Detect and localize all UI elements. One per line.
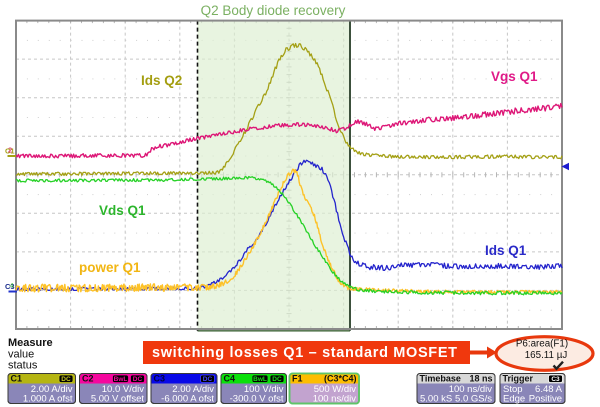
svg-text:value: value: [8, 349, 34, 361]
svg-text:2: 2: [8, 146, 12, 155]
svg-text:Vgs Q1: Vgs Q1: [491, 69, 538, 84]
svg-text:Vds Q1: Vds Q1: [99, 203, 146, 218]
svg-text:Q2 Body diode recovery: Q2 Body diode recovery: [201, 3, 346, 18]
svg-text:BwL: BwL: [114, 376, 128, 383]
svg-text:1.000 A ofst: 1.000 A ofst: [23, 394, 73, 405]
svg-text:Ids Q1: Ids Q1: [485, 243, 527, 258]
svg-text:C4: C4: [224, 374, 236, 384]
svg-text:Measure: Measure: [8, 337, 53, 349]
svg-text:Trigger: Trigger: [503, 374, 534, 384]
svg-text:5.00 V offset: 5.00 V offset: [91, 394, 145, 405]
svg-text:DC: DC: [203, 376, 213, 383]
svg-text:100 V/div: 100 V/div: [244, 384, 284, 395]
svg-text:4: 4: [10, 281, 15, 290]
svg-text:DC: DC: [272, 376, 282, 383]
svg-text:5.00 kS: 5.00 kS: [420, 394, 452, 405]
svg-text:10.0 V/div: 10.0 V/div: [102, 384, 144, 395]
svg-text:18 ns: 18 ns: [469, 374, 492, 384]
svg-text:switching losses Q1 – standard: switching losses Q1 – standard MOSFET: [152, 345, 457, 361]
svg-text:P6:area(F1): P6:area(F1): [516, 339, 568, 350]
svg-text:2.00 A/div: 2.00 A/div: [172, 384, 214, 395]
svg-text:DC: DC: [61, 376, 71, 383]
svg-text:6.48 A: 6.48 A: [535, 384, 563, 395]
svg-text:C3: C3: [154, 374, 166, 384]
svg-text:(C3*C4): (C3*C4): [324, 374, 357, 384]
svg-text:C1: C1: [5, 147, 15, 156]
svg-text:status: status: [8, 360, 38, 372]
svg-text:C1: C1: [11, 374, 23, 384]
svg-text:C3: C3: [551, 376, 560, 383]
svg-text:F1: F1: [292, 374, 303, 384]
svg-text:C3: C3: [5, 282, 15, 291]
svg-text:Stop: Stop: [503, 384, 523, 395]
svg-text:100 ns/div: 100 ns/div: [449, 384, 493, 395]
svg-text:Timebase: Timebase: [420, 374, 461, 384]
svg-text:165.11 µJ: 165.11 µJ: [525, 350, 568, 361]
svg-text:Ids Q2: Ids Q2: [141, 73, 182, 88]
svg-text:Edge: Edge: [503, 394, 525, 405]
svg-text:2.00 A/div: 2.00 A/div: [31, 384, 73, 395]
svg-text:power Q1: power Q1: [79, 260, 141, 275]
svg-text:C2: C2: [82, 374, 94, 384]
svg-text:BwL: BwL: [253, 376, 267, 383]
svg-text:-300.0 V ofst: -300.0 V ofst: [230, 394, 284, 405]
svg-text:5.0 GS/s: 5.0 GS/s: [455, 394, 492, 405]
svg-text:-6.000 A ofst: -6.000 A ofst: [161, 394, 214, 405]
svg-text:Positive: Positive: [529, 394, 562, 405]
svg-text:DC: DC: [133, 376, 143, 383]
svg-text:100 ns/div: 100 ns/div: [313, 394, 357, 405]
svg-text:500 W/div: 500 W/div: [314, 384, 356, 395]
